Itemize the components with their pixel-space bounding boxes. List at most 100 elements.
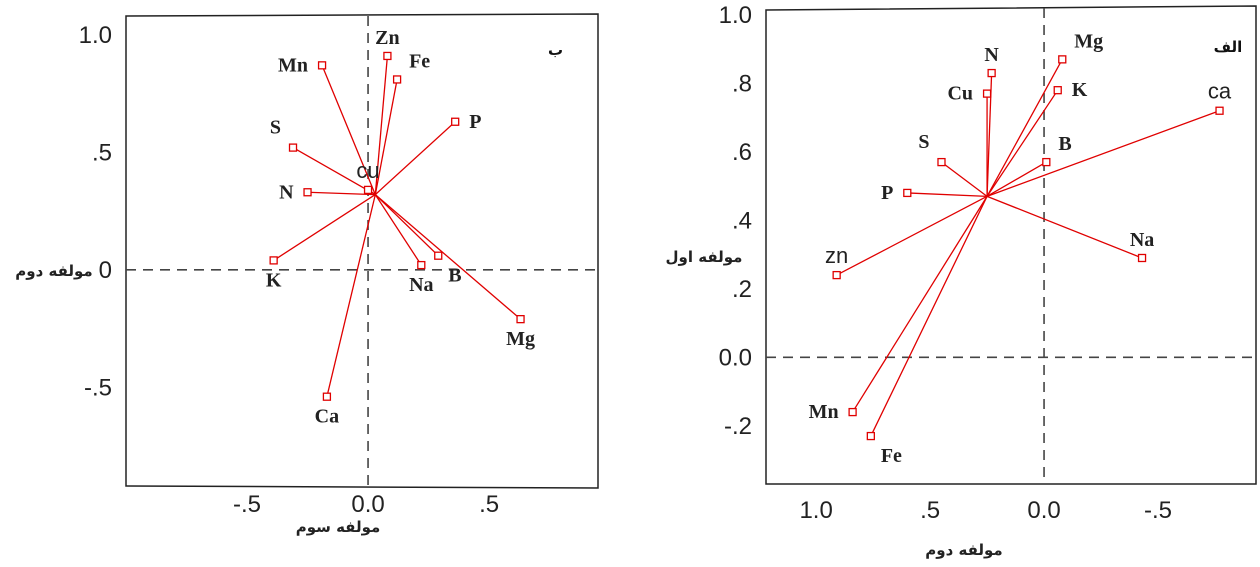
vector-na — [374, 194, 422, 266]
point-label-ca: Ca — [315, 406, 339, 428]
y-tick-label: -.2 — [724, 413, 752, 440]
x-tick-label: .5 — [920, 497, 940, 524]
tick-labels: -.5 0.0 .5 1.0 .5 0 -.5 — [79, 22, 499, 518]
y-axis-label: مولفه دوم — [15, 262, 92, 280]
point-label-zn: Zn — [375, 27, 399, 49]
point-label-ca: ca — [1208, 79, 1232, 104]
point-label-p: P — [881, 182, 893, 204]
vector-zn — [374, 55, 389, 195]
zero-axes — [766, 8, 1256, 484]
y-tick-label: .4 — [732, 207, 752, 234]
marker-ca — [1215, 106, 1224, 115]
marker-mn — [317, 61, 327, 70]
marker-zn — [383, 51, 392, 61]
point-label-s: S — [270, 117, 281, 139]
y-tick-label: 1.0 — [719, 2, 752, 29]
y-tick-label: 1.0 — [79, 22, 112, 49]
marker-mg — [516, 314, 525, 324]
marker-n — [303, 188, 312, 197]
x-axis-label: مولفه دوم — [925, 541, 1002, 559]
vector-p — [907, 192, 988, 197]
marker-p — [451, 117, 460, 126]
point-label-na: Na — [409, 274, 433, 296]
plot-frame — [765, 5, 1257, 485]
vectors — [832, 55, 1224, 441]
y-tick-label: .2 — [732, 276, 752, 303]
point-label-cu: cu — [356, 158, 379, 183]
point-label-cu: Cu — [947, 83, 973, 105]
vector-fe — [870, 196, 988, 437]
point-label-mg: Mg — [1074, 30, 1103, 52]
point-label-p: P — [469, 111, 481, 133]
point-label-b: B — [448, 265, 461, 287]
y-tick-label: .5 — [92, 139, 112, 166]
point-label-fe: Fe — [409, 50, 430, 72]
y-axis-label: مولفه اول — [666, 248, 743, 266]
marker-mn — [848, 407, 857, 417]
x-tick-label: 0.0 — [351, 491, 384, 518]
vector-b — [986, 161, 1047, 197]
marker-k — [269, 256, 278, 265]
point-label-fe: Fe — [881, 445, 902, 467]
vector-fe — [374, 79, 398, 195]
marker-fe — [866, 431, 875, 441]
marker-b — [434, 251, 443, 260]
point-label-mg: Mg — [506, 328, 535, 350]
marker-p — [903, 188, 912, 198]
y-tick-label: .6 — [732, 139, 752, 166]
marker-ca — [322, 392, 332, 401]
marker-s — [288, 143, 298, 152]
point-labels: Zn Mn Fe P Scu N K Na B Mg Ca — [266, 27, 535, 428]
marker-zn — [832, 270, 841, 280]
vector-mg — [986, 59, 1063, 197]
vector-s — [941, 161, 988, 197]
panel-label: الف — [1214, 38, 1243, 56]
marker-s — [937, 157, 946, 167]
vector-mg — [374, 194, 521, 320]
x-tick-label: .5 — [479, 491, 499, 518]
vector-b — [374, 194, 439, 257]
x-tick-label: -.5 — [1144, 497, 1172, 524]
x-tick-label: 0.0 — [1027, 497, 1060, 524]
marker-mg — [1058, 55, 1067, 64]
y-tick-label: 0.0 — [719, 344, 752, 371]
vector-ca — [986, 110, 1220, 197]
vector-p — [374, 121, 456, 196]
vector-zn — [836, 195, 988, 276]
tick-labels: 1.0 .5 0.0 -.5 1.0 .8 .6 .4 .2 0.0 -.2 — [719, 2, 1172, 524]
point-label-b: B — [1058, 133, 1071, 155]
point-label-s: S — [918, 131, 929, 153]
plot-frame — [125, 13, 599, 489]
marker-cu — [982, 89, 992, 98]
y-tick-label: -.5 — [84, 374, 112, 401]
zero-axes — [126, 16, 598, 486]
point-label-n: N — [984, 44, 999, 66]
marker-fe — [392, 75, 402, 84]
marker-na — [1137, 253, 1147, 263]
vector-n — [307, 191, 376, 196]
x-tick-label: -.5 — [233, 491, 261, 518]
vector-k — [986, 89, 1059, 197]
vector-mn — [321, 65, 376, 195]
point-label-k: K — [266, 269, 282, 291]
y-tick-label: 0 — [99, 257, 112, 284]
marker-na — [417, 260, 426, 270]
point-label-k: K — [1072, 79, 1088, 101]
point-label-n: N — [279, 181, 294, 203]
vector-na — [986, 195, 1143, 259]
x-tick-label: 1.0 — [799, 497, 832, 524]
y-tick-label: .8 — [732, 70, 752, 97]
point-label-mn: Mn — [278, 54, 308, 76]
vector-mn — [852, 196, 988, 413]
point-label-zn: zn — [825, 243, 848, 268]
vectors — [269, 51, 525, 401]
marker-cu — [363, 185, 373, 195]
marker-k — [1053, 86, 1062, 95]
marker-b — [1042, 157, 1051, 167]
point-label-na: Na — [1130, 229, 1154, 251]
vector-s — [292, 147, 376, 196]
marker-n — [987, 68, 996, 78]
